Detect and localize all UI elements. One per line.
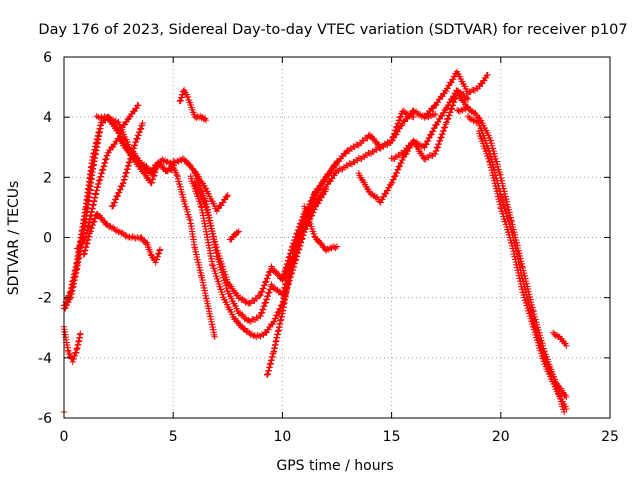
- grid: [64, 57, 610, 418]
- series-markers: [226, 228, 242, 243]
- series-markers: [80, 210, 164, 266]
- series-markers: [191, 159, 341, 307]
- y-tick-label: -6: [38, 411, 52, 427]
- series-track-11: [191, 159, 341, 307]
- series-markers: [388, 90, 472, 163]
- series-track-9: [170, 155, 231, 215]
- x-axis-label: GPS time / hours: [276, 458, 393, 474]
- y-tick-label: -4: [38, 351, 52, 367]
- x-tick-label: 15: [383, 429, 401, 445]
- series-track-4: [80, 210, 164, 266]
- data-marks: [60, 68, 570, 416]
- x-tick-label: 0: [60, 429, 69, 445]
- series-track-3: [73, 135, 177, 252]
- series-track-15: [279, 107, 439, 282]
- y-tick-label: 6: [43, 50, 52, 66]
- x-tick-label: 25: [601, 429, 619, 445]
- series-markers: [187, 173, 330, 341]
- series-markers: [301, 203, 341, 254]
- series-track-23: [550, 329, 570, 349]
- y-tick-label: 2: [43, 170, 52, 186]
- series-markers: [279, 107, 439, 282]
- series-track-19: [421, 68, 491, 120]
- y-tick-label: 0: [43, 231, 52, 247]
- series-track-22: [475, 127, 570, 413]
- series-track-10: [226, 228, 242, 243]
- series-track-6: [93, 101, 142, 137]
- series-markers: [475, 127, 570, 413]
- series-markers: [421, 68, 491, 120]
- y-tick-label: 4: [43, 110, 52, 126]
- series-markers: [93, 101, 142, 137]
- series-markers: [73, 135, 177, 252]
- series-track-14: [263, 107, 417, 379]
- series-markers: [170, 155, 231, 215]
- series-markers: [60, 113, 177, 312]
- x-tick-label: 20: [492, 429, 510, 445]
- series-track-8: [176, 86, 210, 124]
- series-markers: [176, 86, 210, 124]
- y-axis-label: SDTVAR / TECUs: [6, 181, 22, 296]
- chart-title: Day 176 of 2023, Sidereal Day-to-day VTE…: [38, 22, 627, 38]
- y-tick-label: -2: [38, 291, 52, 307]
- series-markers: [550, 329, 570, 349]
- series-markers: [108, 119, 146, 210]
- x-tick-label: 5: [169, 429, 178, 445]
- series-track-7: [108, 119, 146, 210]
- series-track-16: [301, 203, 341, 254]
- series-track-18: [388, 90, 472, 163]
- axis-ticks: 0 5 10 15 20 25 -6 -4 -2 0 2 4 6: [38, 50, 619, 445]
- series-track-2: [60, 113, 177, 312]
- x-tick-label: 10: [273, 429, 291, 445]
- series-track-13: [187, 173, 330, 341]
- series-markers: [263, 107, 417, 379]
